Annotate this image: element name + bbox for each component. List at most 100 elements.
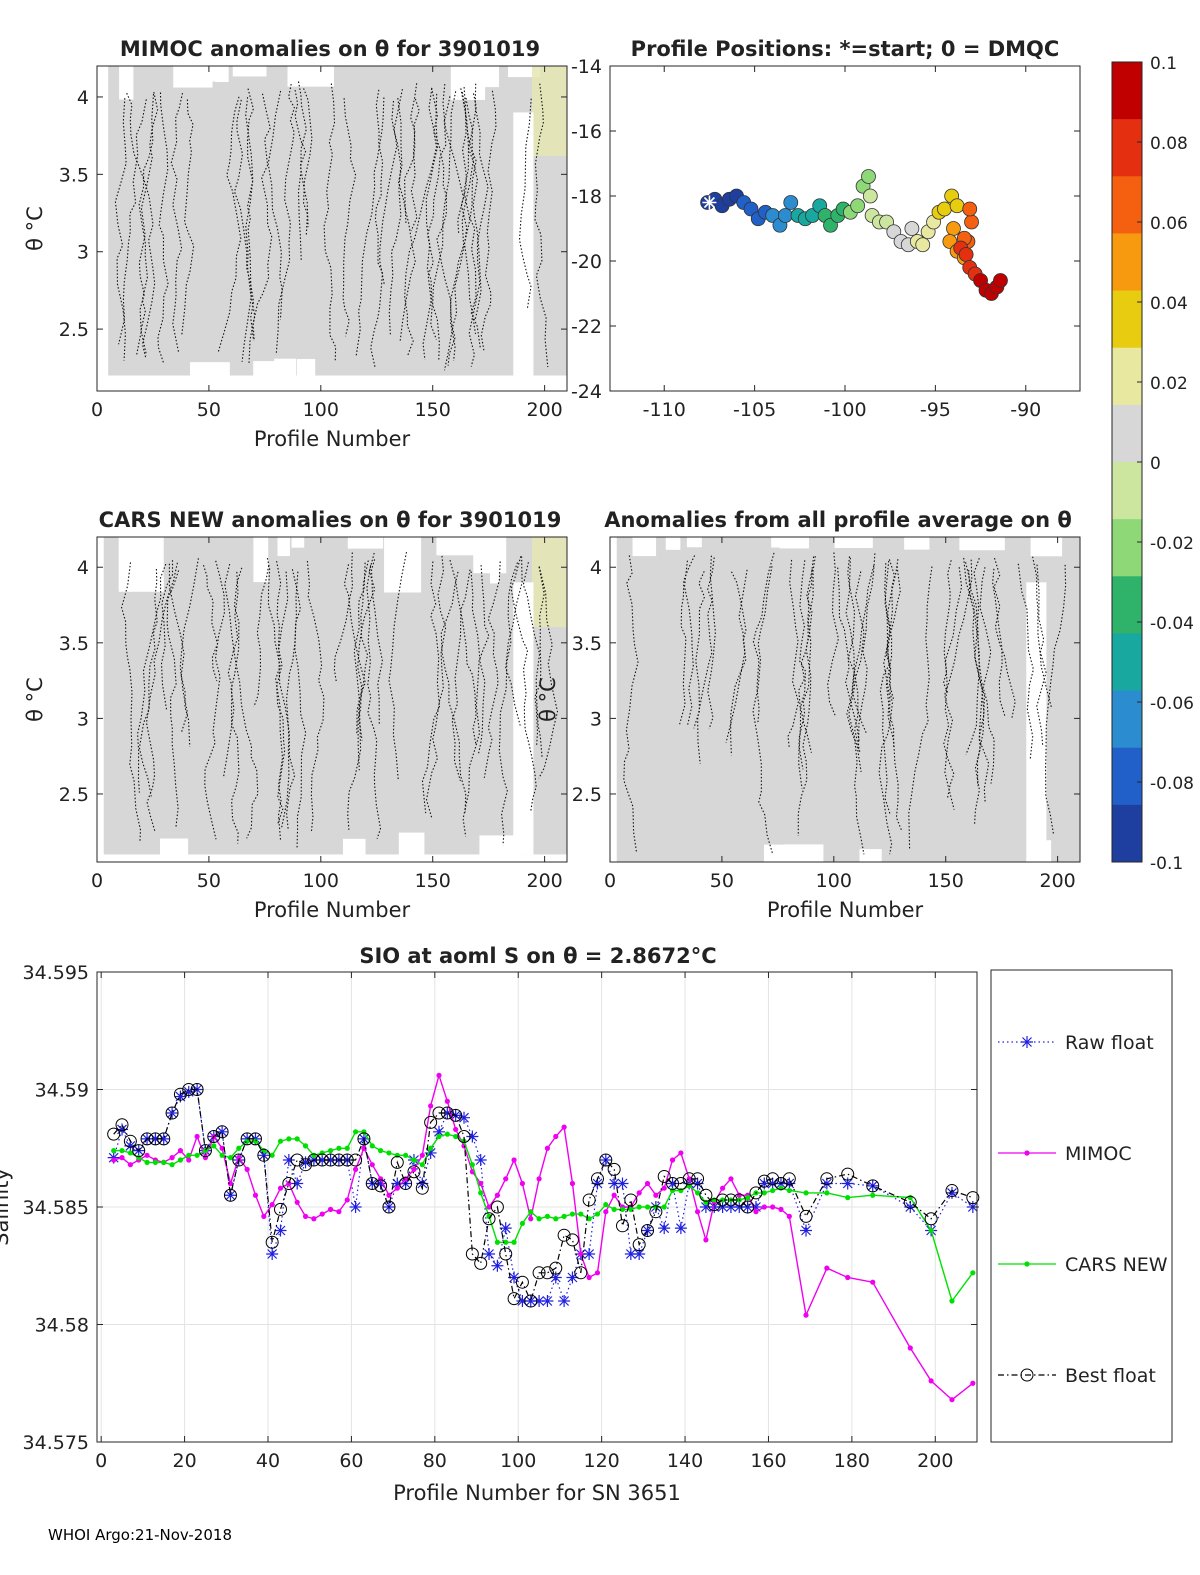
- allavg-gap-bottom: [763, 844, 803, 875]
- point-cars-new: [711, 1197, 717, 1203]
- point-best-float: [732, 1193, 746, 1207]
- point-best-float: [299, 1158, 313, 1172]
- point-mimoc: [436, 1072, 442, 1078]
- point-cars-new: [503, 1239, 509, 1245]
- point-cars-new: [949, 1298, 955, 1304]
- point-raw-float: [616, 1177, 629, 1190]
- point-cars-new: [478, 1190, 484, 1196]
- point-cars-new: [202, 1148, 209, 1154]
- cars-gap-bottom: [479, 835, 520, 866]
- point-raw-float: [316, 1154, 329, 1166]
- allavg-panel: [616, 537, 1080, 880]
- colorbar-band: [1112, 233, 1142, 292]
- point-best-float: [157, 1132, 171, 1146]
- point-best-float: [741, 1200, 755, 1214]
- point-mimoc: [761, 1204, 767, 1210]
- point-mimoc: [144, 1152, 150, 1158]
- point-mimoc: [286, 1180, 292, 1187]
- point-cars-new: [494, 1239, 500, 1245]
- point-raw-float: [182, 1085, 195, 1098]
- cars-tint: [532, 537, 567, 627]
- point-mimoc: [728, 1176, 734, 1182]
- point-cars-new: [719, 1197, 726, 1203]
- cars-gap-bottom: [160, 838, 189, 869]
- allavg-contour: [697, 557, 715, 764]
- point-raw-float: [674, 1222, 687, 1235]
- point-cars-new: [636, 1204, 642, 1210]
- point-cars-new: [111, 1148, 117, 1154]
- point-best-float: [924, 1212, 938, 1226]
- mimoc-contour: [294, 89, 309, 228]
- mimoc-contour: [267, 90, 283, 320]
- mimoc-contour: [181, 99, 195, 335]
- mimoc-tint: [532, 66, 567, 156]
- point-cars-new: [194, 1152, 200, 1158]
- allavg-ylabel: θ °C: [536, 677, 560, 722]
- point-mimoc: [928, 1378, 934, 1384]
- point-cars-new: [928, 1227, 934, 1234]
- point-best-float: [390, 1155, 404, 1169]
- position-point: [777, 208, 793, 223]
- colorbar-band: [1112, 176, 1142, 234]
- point-cars-new: [619, 1206, 626, 1212]
- point-mimoc: [486, 1204, 492, 1210]
- point-cars-new: [770, 1187, 776, 1194]
- mimoc-contour: [252, 93, 273, 341]
- point-best-float: [399, 1177, 413, 1190]
- cars-ytick-label: 2.5: [59, 784, 89, 806]
- point-cars-new: [161, 1159, 167, 1165]
- colorbar-tick-label: 0.1: [1150, 54, 1177, 74]
- cars-contour: [538, 566, 559, 779]
- mimoc-ytick-label: 4: [77, 87, 89, 109]
- point-best-float: [599, 1153, 613, 1167]
- point-best-float: [624, 1193, 638, 1207]
- mimoc-ylabel: θ °C: [23, 206, 47, 251]
- colorbar-tick-label: 0.02: [1150, 374, 1188, 394]
- point-mimoc: [669, 1157, 676, 1163]
- allavg-gap-bottom: [859, 849, 882, 880]
- point-mimoc: [578, 1251, 584, 1257]
- point-best-float: [365, 1177, 379, 1190]
- mimoc-gap: [119, 66, 134, 100]
- cars-gap-column: [513, 582, 534, 855]
- salinity-xtick-label: 80: [423, 1450, 447, 1472]
- series-line-best-float: [113, 1088, 973, 1303]
- point-best-float: [615, 1219, 629, 1233]
- allavg-ytick-label: 2.5: [572, 784, 602, 806]
- mimoc-contour: [233, 99, 255, 341]
- allavg-contour: [847, 557, 861, 754]
- point-cars-new: [511, 1239, 517, 1245]
- cars-gap: [277, 537, 290, 557]
- point-mimoc: [411, 1166, 417, 1172]
- salinity-panel: [97, 971, 980, 1443]
- point-cars-new: [824, 1190, 830, 1196]
- point-best-float: [107, 1127, 121, 1141]
- point-cars-new: [578, 1211, 584, 1217]
- point-cars-new: [970, 1270, 976, 1276]
- allavg-gap: [834, 537, 873, 549]
- point-mimoc: [327, 1206, 334, 1212]
- allavg-contour: [725, 571, 747, 743]
- point-best-float: [432, 1106, 446, 1120]
- point-best-float: [549, 1261, 563, 1275]
- cars-contour: [266, 557, 284, 840]
- cars-contour: [278, 571, 296, 831]
- point-cars-new: [536, 1216, 542, 1222]
- point-raw-float: [116, 1123, 129, 1136]
- colorbar-band: [1112, 519, 1142, 577]
- allavg-gap: [779, 537, 810, 549]
- point-raw-float: [708, 1201, 721, 1213]
- point-raw-float: [274, 1224, 287, 1237]
- point-mimoc: [478, 1180, 484, 1187]
- point-raw-float: [641, 1224, 654, 1237]
- point-best-float: [340, 1153, 354, 1167]
- point-mimoc: [169, 1155, 175, 1161]
- point-raw-float: [224, 1189, 237, 1202]
- point-mimoc: [845, 1274, 851, 1281]
- point-raw-float: [324, 1154, 337, 1166]
- point-best-float: [820, 1172, 834, 1186]
- point-cars-new: [444, 1131, 450, 1137]
- point-mimoc: [544, 1145, 551, 1151]
- point-mimoc: [361, 1145, 367, 1151]
- point-cars-new: [311, 1152, 317, 1158]
